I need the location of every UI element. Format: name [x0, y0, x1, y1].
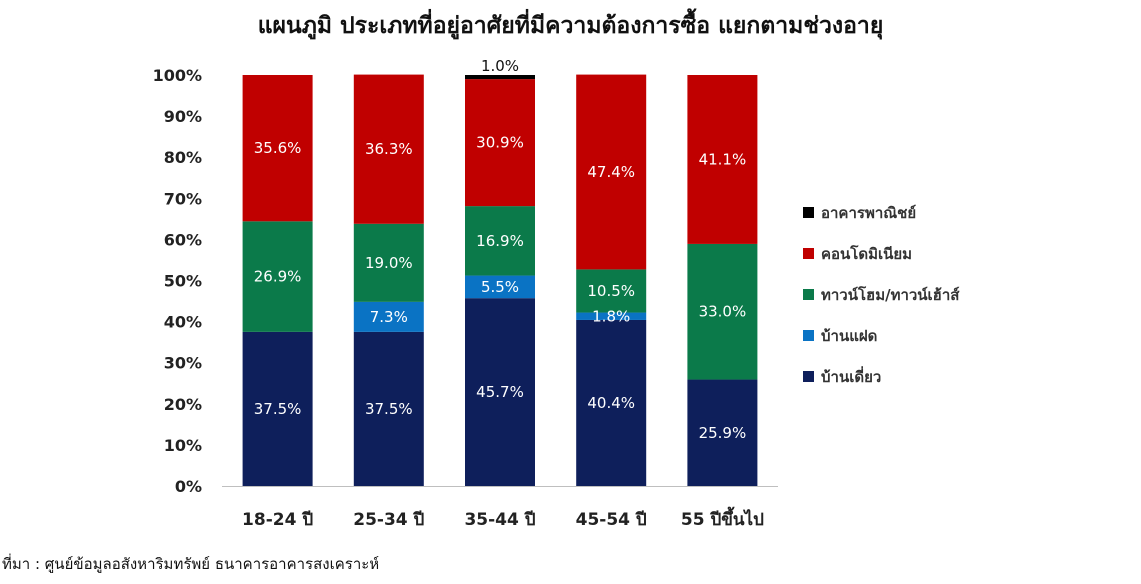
legend-swatch	[803, 248, 814, 259]
data-label: 10.5%	[587, 282, 635, 300]
y-tick-label: 10%	[164, 436, 202, 455]
data-label: 19.0%	[365, 254, 413, 272]
y-tick-label: 40%	[164, 313, 202, 332]
y-tick-label: 30%	[164, 354, 202, 373]
y-tick-label: 100%	[153, 66, 202, 85]
bar-segment	[687, 75, 758, 244]
bars-group: 37.5% 26.9% 35.6% 37.5% 7.3% 19.0% 36.3% 45.7% 5…	[242, 57, 758, 486]
y-tick-label: 70%	[164, 189, 202, 208]
data-label: 7.3%	[370, 308, 408, 326]
y-tick-label: 20%	[164, 395, 202, 414]
bar-segment	[353, 331, 424, 486]
bar-segment	[576, 269, 647, 313]
data-label: 37.5%	[254, 400, 302, 418]
data-label: 5.5%	[481, 278, 519, 296]
bar-segment	[242, 221, 313, 332]
y-tick-label: 0%	[175, 477, 202, 496]
source-note: ที่มา : ศูนย์ข้อมูลอสังหาริมทรัพย์ ธนาคา…	[2, 555, 380, 573]
x-tick-label: 45-54 ปี	[576, 509, 647, 530]
data-label: 1.8%	[592, 307, 630, 325]
data-label: 1.0%	[481, 57, 519, 75]
bar-segment	[465, 206, 535, 276]
y-tick-label: 80%	[164, 148, 202, 167]
data-label: 33.0%	[699, 303, 747, 321]
data-label: 45.7%	[476, 383, 524, 401]
data-label: 37.5%	[365, 400, 413, 418]
data-label: 35.6%	[254, 139, 302, 157]
data-label: 30.9%	[476, 134, 524, 152]
bar-segment	[576, 74, 647, 270]
bar-segment	[576, 312, 647, 320]
bar-segment	[465, 275, 535, 299]
legend-swatch	[803, 330, 814, 341]
legend-label: อาคารพาณิชย์	[821, 204, 916, 222]
legend-label: บ้านเดี่ยว	[821, 366, 881, 386]
legend: อาคารพาณิชย์คอนโดมิเนียมทาวน์โฮม/ทาวน์เฮ…	[803, 204, 960, 386]
bar-segment	[353, 74, 424, 224]
legend-swatch	[803, 371, 814, 382]
y-axis: 0% 10% 20% 30% 40% 50% 60% 70% 80% 90% 100%	[153, 66, 778, 496]
bar-segment	[353, 301, 424, 332]
bar-segment	[465, 79, 535, 207]
legend-label: บ้านแฝด	[821, 327, 877, 345]
y-tick-label: 60%	[164, 230, 202, 249]
data-label: 41.1%	[699, 150, 747, 168]
x-tick-label: 18-24 ปี	[242, 509, 313, 530]
data-label: 40.4%	[587, 394, 635, 412]
x-tick-label: 25-34 ปี	[353, 509, 424, 530]
data-label: 25.9%	[699, 424, 747, 442]
y-tick-label: 90%	[164, 107, 202, 126]
data-label: 36.3%	[365, 140, 413, 158]
bar-segment	[242, 75, 313, 222]
bar-segment	[687, 379, 758, 486]
y-tick-label: 50%	[164, 272, 202, 291]
bar-segment	[465, 298, 535, 486]
legend-label: คอนโดมิเนียม	[821, 244, 912, 263]
bar-segment	[576, 319, 647, 486]
legend-label: ทาวน์โฮม/ทาวน์เฮ้าส์	[821, 285, 960, 304]
x-tick-label: 55 ปีขึ้นไป	[681, 506, 764, 530]
bar-segment	[465, 75, 535, 80]
chart-title: แผนภูมิ ประเภทที่อยู่อาศัยที่มีความต้องก…	[257, 13, 884, 39]
bar-segment	[353, 223, 424, 302]
bar-segment	[242, 331, 313, 486]
data-label: 16.9%	[476, 232, 524, 250]
x-tick-label: 35-44 ปี	[464, 509, 535, 530]
legend-swatch	[803, 289, 814, 300]
x-axis: 18-24 ปี 25-34 ปี 35-44 ปี 45-54 ปี 55 ปีขึ้…	[242, 506, 764, 530]
data-label: 26.9%	[254, 268, 302, 286]
bar-segment	[687, 243, 758, 380]
data-label: 47.4%	[587, 163, 635, 181]
legend-swatch	[803, 207, 814, 218]
